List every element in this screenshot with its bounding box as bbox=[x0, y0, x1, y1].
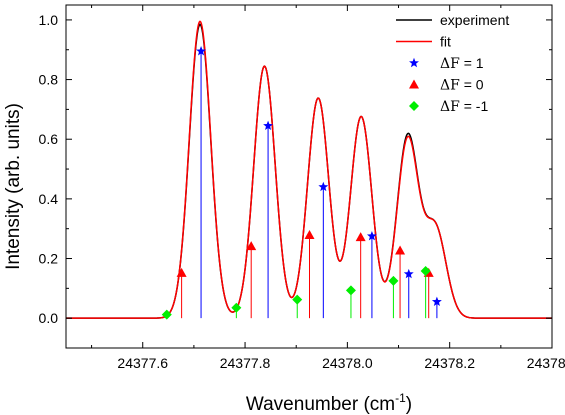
x-axis-title-main: Wavenumber (cm bbox=[246, 394, 395, 415]
stick-marker-diamond-3 bbox=[345, 285, 356, 296]
series-line-fit bbox=[66, 20, 552, 319]
stick-marker-star-1 bbox=[263, 120, 274, 130]
legend-label-experiment: experiment bbox=[440, 12, 509, 28]
legend-label-fit: fit bbox=[440, 34, 451, 50]
y-tick-label: 0.6 bbox=[39, 131, 59, 147]
x-tick-label: 24378.2 bbox=[424, 355, 475, 371]
plot-frame bbox=[65, 4, 553, 349]
stick-marker-diamond-1 bbox=[231, 302, 242, 313]
legend-label-triangle: ΔF = 0 bbox=[440, 77, 484, 94]
y-tick-label: 0.2 bbox=[39, 251, 59, 267]
y-tick-label: 0.0 bbox=[39, 310, 59, 326]
y-tick-label: 1.0 bbox=[39, 12, 59, 28]
stick-marker-diamond-0 bbox=[161, 309, 172, 320]
stick-marker-star-0 bbox=[196, 46, 206, 56]
x-axis-title-sup: -1 bbox=[395, 391, 406, 405]
legend-label-prefix: ΔF bbox=[440, 56, 460, 72]
x-tick-label: 24377.8 bbox=[220, 355, 271, 371]
plot-area bbox=[66, 20, 552, 320]
stick-marker-triangle-0 bbox=[176, 267, 187, 277]
legend-marker-diamond bbox=[409, 101, 419, 111]
legend-label-diamond: ΔF = -1 bbox=[440, 98, 488, 115]
legend-label-prefix: ΔF bbox=[440, 78, 460, 94]
x-axis-title-close: ) bbox=[406, 394, 412, 415]
stick-marker-diamond-2 bbox=[292, 294, 303, 305]
x-tick-label: 24378.4 bbox=[527, 355, 565, 371]
stick-marker-triangle-2 bbox=[304, 230, 315, 240]
legend-marker-star bbox=[409, 57, 419, 68]
stick-marker-star-4 bbox=[403, 268, 414, 279]
legend-label-suffix: = -1 bbox=[460, 98, 489, 114]
stick-marker-triangle-3 bbox=[355, 232, 366, 242]
stick-marker-diamond-4 bbox=[388, 275, 399, 286]
stick-marker-star-5 bbox=[431, 296, 442, 306]
legend-label-prefix: ΔF bbox=[440, 99, 460, 115]
x-tick-label: 24378.0 bbox=[322, 355, 373, 371]
y-axis-title: Intensity (arb. units) bbox=[3, 103, 24, 270]
stick-marker-triangle-1 bbox=[246, 241, 257, 251]
legend-label-suffix: = 0 bbox=[460, 77, 484, 93]
y-tick-label: 0.4 bbox=[39, 191, 59, 207]
stick-marker-star-2 bbox=[318, 181, 329, 192]
legend-label-star: ΔF = 1 bbox=[440, 55, 484, 72]
stick-marker-diamond-5 bbox=[420, 266, 431, 277]
stick-marker-triangle-4 bbox=[395, 245, 406, 255]
axes: 24377.6 24377.8 24378.0 24378.2 24378.4 0.0 0.… bbox=[3, 4, 565, 415]
y-tick-label: 0.8 bbox=[39, 72, 59, 88]
legend-label-suffix: = 1 bbox=[460, 55, 484, 71]
x-axis-title: Wavenumber (cm-1) bbox=[246, 391, 412, 415]
legend-marker-triangle bbox=[409, 79, 419, 89]
x-tick-label: 24377.6 bbox=[117, 355, 168, 371]
stick-marker-star-3 bbox=[366, 230, 377, 241]
